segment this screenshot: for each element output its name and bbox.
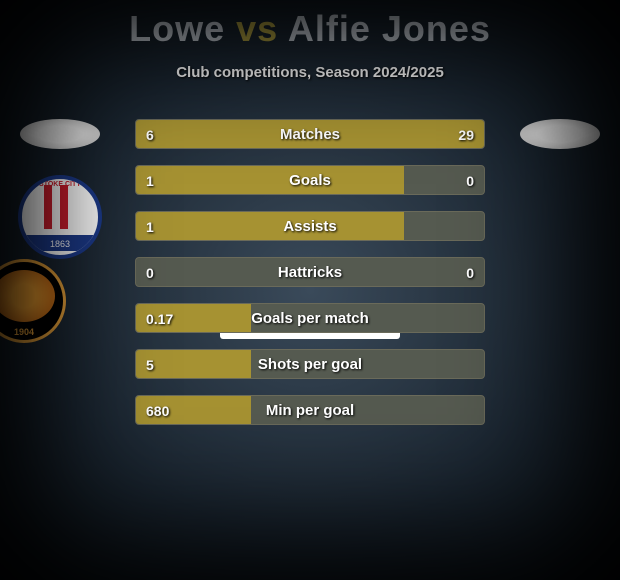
stat-bars: 6Matches291Goals01Assists0Hattricks00.17…	[135, 119, 485, 441]
player1-club-badge: STOKE CITY	[18, 175, 102, 259]
subtitle: Club competitions, Season 2024/2025	[0, 64, 620, 81]
stat-label: Matches	[136, 120, 484, 148]
stat-row: 1Goals0	[135, 165, 485, 195]
stat-row: 0.17Goals per match	[135, 303, 485, 333]
stat-row: 5Shots per goal	[135, 349, 485, 379]
stat-label: Goals	[136, 166, 484, 194]
stat-label: Shots per goal	[136, 350, 484, 378]
stat-label: Min per goal	[136, 396, 484, 424]
comparison-title: Lowe vs Alfie Jones	[0, 0, 620, 50]
player1-avatar	[20, 119, 100, 149]
player1-name: Lowe	[129, 8, 225, 49]
player2-name: Alfie Jones	[288, 8, 491, 49]
stat-value-right: 0	[466, 166, 474, 194]
stat-row: 680Min per goal	[135, 395, 485, 425]
stat-label: Goals per match	[136, 304, 484, 332]
stat-value-right: 29	[458, 120, 474, 148]
stat-label: Assists	[136, 212, 484, 240]
stat-row: 1Assists	[135, 211, 485, 241]
stat-label: Hattricks	[136, 258, 484, 286]
stat-row: 0Hattricks0	[135, 257, 485, 287]
player2-avatar	[520, 119, 600, 149]
vs-label: vs	[236, 8, 278, 49]
comparison-main: STOKE CITY 6Matches291Goals01Assists0Hat…	[0, 119, 620, 287]
stat-value-right: 0	[466, 258, 474, 286]
player2-club-badge	[0, 259, 66, 343]
stat-row: 6Matches29	[135, 119, 485, 149]
